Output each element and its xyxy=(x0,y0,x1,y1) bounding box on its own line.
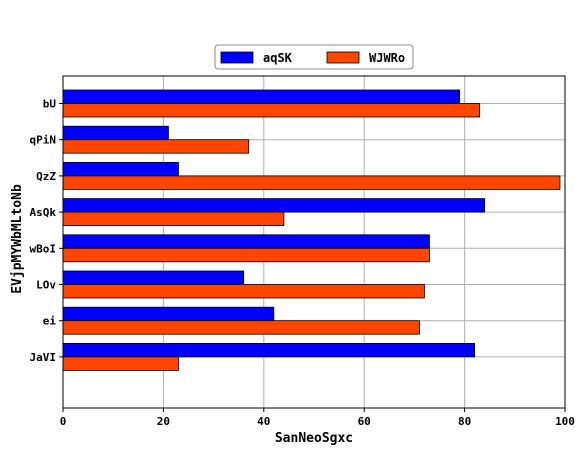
bar-WJWRo-AsQk xyxy=(62,211,285,227)
bar-aqSK-qPiN xyxy=(62,125,169,141)
bar-WJWRo-ei xyxy=(62,320,420,335)
bar-WJWRo-QzZ xyxy=(62,175,561,190)
x-tick-label: 100 xyxy=(555,415,575,428)
bar-aqSK-AsQk xyxy=(62,198,486,213)
bar-aqSK-bU xyxy=(62,89,460,104)
bars xyxy=(62,89,561,371)
x-tick-label: 40 xyxy=(257,415,270,428)
bar-WJWRo-JaVI xyxy=(62,356,179,371)
x-axis-title: SanNeoSgxc xyxy=(275,431,353,446)
legend-label-WJWRo: WJWRo xyxy=(369,51,405,65)
legend-swatch-WJWRo xyxy=(326,51,360,64)
y-tick-label: JaVI xyxy=(30,351,57,364)
y-tick-label: QzZ xyxy=(36,170,56,183)
plot-frame xyxy=(62,75,566,409)
legend: aqSK WJWRo xyxy=(214,44,414,70)
bar-aqSK-wBoI xyxy=(62,234,430,249)
x-tick-label: 80 xyxy=(458,415,471,428)
y-tick-label: bU xyxy=(43,98,57,111)
bar-aqSK-ei xyxy=(62,306,275,322)
bar-WJWRo-wBoI xyxy=(62,247,430,263)
y-tick-label: wBoI xyxy=(30,242,57,255)
bar-WJWRo-LOv xyxy=(62,284,425,299)
legend-label-aqSK: aqSK xyxy=(263,51,293,65)
x-tick-label: 0 xyxy=(60,415,67,428)
legend-box xyxy=(214,44,414,70)
x-tick-label: 60 xyxy=(358,415,371,428)
legend-swatch-aqSK xyxy=(220,51,254,64)
y-tick-label: ei xyxy=(43,315,57,328)
bar-aqSK-QzZ xyxy=(62,161,179,177)
bar-aqSK-LOv xyxy=(62,270,245,285)
bar-WJWRo-qPiN xyxy=(62,139,250,154)
bar-WJWRo-bU xyxy=(62,103,481,118)
bar-aqSK-JaVI xyxy=(62,342,476,358)
x-axis-ticks: 0 20 40 60 80 100 xyxy=(60,408,575,428)
y-tick-label: LOv xyxy=(36,279,56,292)
y-tick-label: AsQk xyxy=(30,206,57,219)
y-tick-label: qPiN xyxy=(30,134,57,147)
x-tick-label: 20 xyxy=(157,415,170,428)
y-axis-ticks: bU qPiN QzZ AsQk wBoI LOv ei JaVI xyxy=(30,98,63,364)
y-axis-title: EVjpMYWbMLtoNb xyxy=(10,184,25,294)
